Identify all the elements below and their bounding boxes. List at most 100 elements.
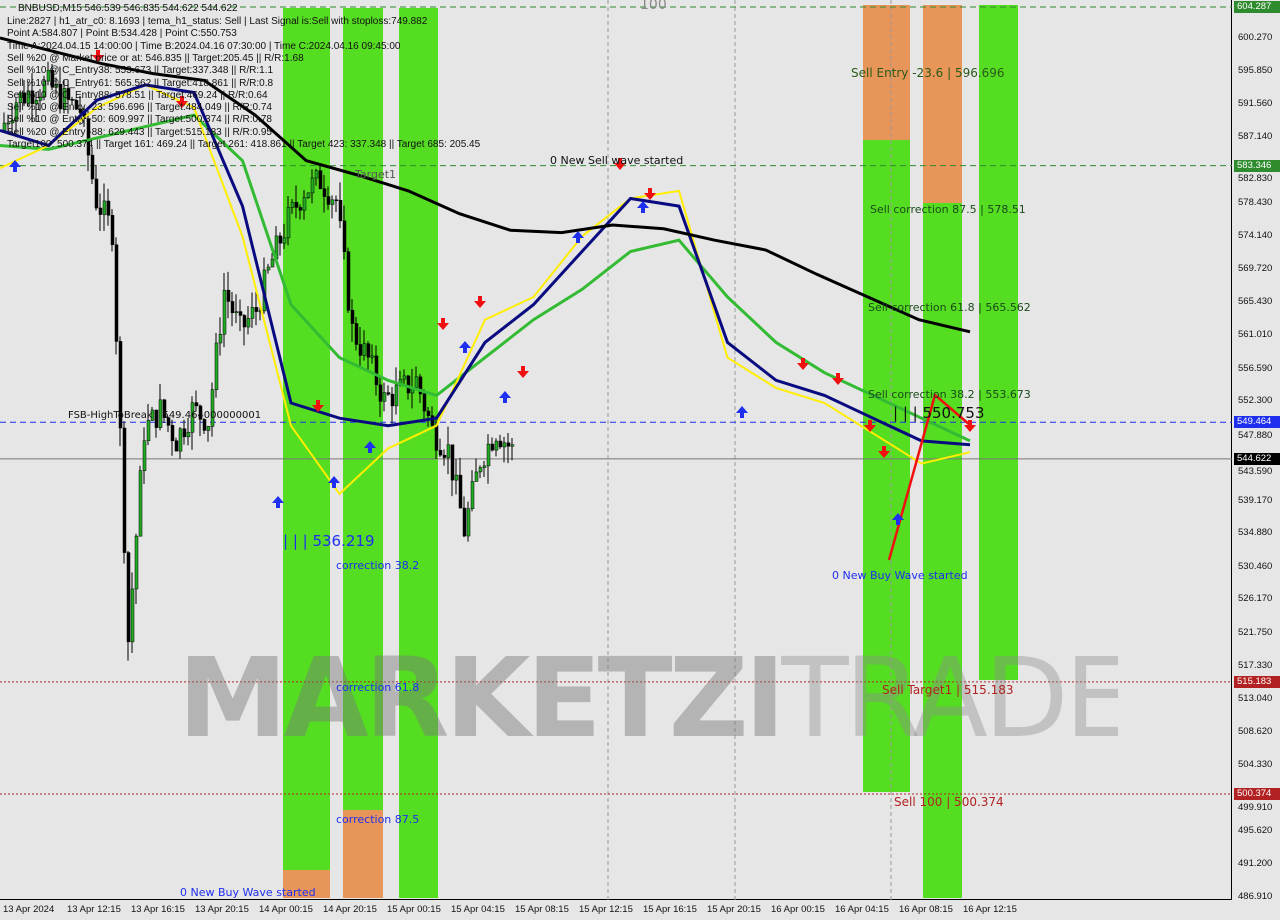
- chart-plot-area[interactable]: BNBUSD,M15 546.539 546.835 544.622 544.6…: [0, 0, 1232, 900]
- candle: [30, 90, 35, 105]
- price-tick: 561.010: [1238, 329, 1273, 341]
- sell-arrow-icon: [797, 358, 809, 370]
- candle: [474, 471, 479, 482]
- label-sell-entry: Sell Entry -23.6 | 596.696: [851, 66, 1005, 80]
- candle: [510, 444, 515, 447]
- time-tick: 15 Apr 16:15: [643, 904, 697, 915]
- candle: [494, 440, 499, 451]
- candle: [22, 92, 27, 104]
- ma-yellow-line: [0, 83, 971, 496]
- label-point-b: | | | 536.219: [283, 532, 375, 550]
- time-tick: 13 Apr 12:15: [67, 904, 121, 915]
- candle: [418, 376, 423, 395]
- price-tick: 569.720: [1238, 263, 1273, 275]
- price-tag: 604.287: [1234, 1, 1280, 13]
- candle: [190, 402, 195, 433]
- buy-arrow-icon: [892, 513, 904, 525]
- candle: [142, 440, 147, 471]
- candle: [438, 450, 443, 456]
- candle: [74, 100, 79, 110]
- info-line: Time A:2024.04.15 14:00:00 | Time B:2024…: [7, 40, 401, 52]
- candle: [170, 425, 175, 441]
- candle: [442, 454, 447, 458]
- candle: [162, 399, 167, 418]
- candle: [90, 154, 95, 180]
- sell-arrow-icon: [176, 96, 188, 108]
- candle: [286, 207, 291, 239]
- candle: [126, 552, 131, 643]
- ma-green-line: [0, 113, 971, 443]
- time-tick: 14 Apr 20:15: [323, 904, 377, 915]
- info-line: Sell %10 @ C_Entry61: 565.562 || Target:…: [7, 77, 274, 89]
- ma-blue-line: [0, 83, 971, 447]
- price-tick: 508.620: [1238, 726, 1273, 738]
- candle: [118, 341, 123, 429]
- candle: [122, 427, 127, 553]
- sell-arrow-icon: [92, 50, 104, 62]
- time-tick: 16 Apr 08:15: [899, 904, 953, 915]
- label-100: 100: [640, 0, 667, 13]
- candle: [414, 376, 419, 388]
- price-tag: 500.374: [1234, 788, 1280, 801]
- candle: [34, 100, 39, 105]
- candle: [378, 384, 383, 402]
- candle: [466, 508, 471, 537]
- wave-line: [887, 392, 971, 561]
- buy-arrow-icon: [9, 160, 21, 172]
- candle: [110, 215, 115, 245]
- green-zone: [979, 5, 1018, 680]
- candle: [478, 467, 483, 473]
- orange-zone: [283, 870, 330, 898]
- candle: [46, 69, 51, 82]
- price-tick: 491.200: [1238, 858, 1273, 869]
- price-tag: 515.183: [1234, 675, 1280, 688]
- label-target1: Target1: [355, 168, 397, 181]
- candle: [78, 108, 83, 113]
- candle: [250, 307, 255, 319]
- price-tick: 495.620: [1238, 824, 1273, 836]
- candle: [210, 389, 215, 427]
- time-tick: 13 Apr 20:15: [195, 904, 249, 915]
- candle: [294, 202, 299, 208]
- info-line: Target100: 500.374 || Target 161: 469.24…: [7, 139, 481, 150]
- price-tick: 517.330: [1238, 660, 1273, 672]
- candle: [382, 392, 387, 402]
- info-line: Line:2827 | h1_atr_c0: 8.1693 | tema_h1_…: [7, 16, 428, 27]
- label-sell-correction-618: Sell correction 61.8 | 565.562: [868, 301, 1031, 314]
- price-axis[interactable]: 600.270 595.850 591.560 587.140 582.830 578.4…: [1232, 0, 1280, 902]
- candle: [106, 200, 111, 216]
- candle: [174, 440, 179, 452]
- price-tick: 543.590: [1238, 466, 1273, 478]
- time-tick: 13 Apr 16:15: [131, 904, 185, 915]
- info-line: Sell %10 @ C_Entry38: 553.673 || Target:…: [7, 65, 274, 77]
- price-tick: 595.850: [1238, 65, 1273, 77]
- candle: [426, 410, 431, 416]
- sell-arrow-icon: [832, 373, 844, 385]
- candle: [218, 333, 223, 344]
- candle: [470, 481, 475, 509]
- buy-arrow-icon: [364, 441, 376, 453]
- candle: [226, 289, 231, 302]
- candle: [234, 311, 239, 314]
- price-tick: 556.590: [1238, 362, 1273, 374]
- buy-arrow-icon: [328, 476, 340, 488]
- candle: [130, 588, 135, 643]
- green-zone: [923, 203, 962, 898]
- candle: [318, 170, 323, 189]
- candle: [306, 192, 311, 198]
- price-tick: 530.460: [1238, 560, 1273, 572]
- sell-arrow-icon: [517, 366, 529, 378]
- candle: [38, 96, 43, 101]
- candle: [194, 402, 199, 407]
- candle: [402, 375, 407, 380]
- candle: [202, 419, 207, 431]
- orange-zone: [343, 810, 383, 898]
- candle: [374, 355, 379, 386]
- candle: [146, 420, 151, 442]
- price-tick: 539.170: [1238, 494, 1273, 506]
- time-tick: 15 Apr 20:15: [707, 904, 761, 915]
- time-axis[interactable]: 13 Apr 2024 13 Apr 12:15 13 Apr 16:15 13 Ap…: [0, 900, 1280, 920]
- label-sell-correction-382: Sell correction 38.2 | 553.673: [868, 388, 1031, 401]
- info-line: Sell %20 @ Market price or at: 546.835 |…: [7, 52, 304, 64]
- time-tick: 16 Apr 04:15: [835, 904, 889, 915]
